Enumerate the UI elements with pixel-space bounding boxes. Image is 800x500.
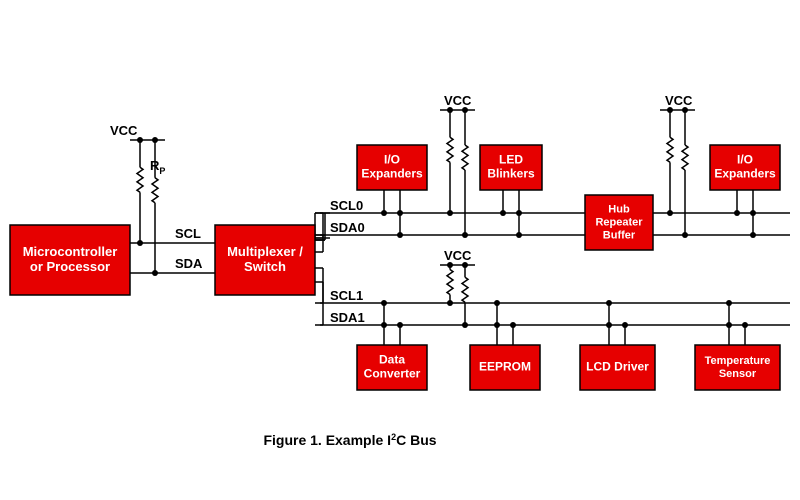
label-vcc4: VCC xyxy=(444,248,472,263)
block-data: DataConverter xyxy=(357,345,427,390)
label-scl: SCL xyxy=(175,226,201,241)
svg-text:Multiplexer /: Multiplexer / xyxy=(227,244,303,259)
label-sda0: SDA0 xyxy=(330,220,365,235)
svg-text:Data: Data xyxy=(379,353,405,367)
block-led: LEDBlinkers xyxy=(480,145,542,190)
svg-text:Repeater: Repeater xyxy=(595,216,643,228)
block-io2: I/OExpanders xyxy=(710,145,780,190)
block-hub: HubRepeaterBuffer xyxy=(585,195,653,250)
label-vcc3: VCC xyxy=(665,93,693,108)
i2c-bus-diagram: Microcontrolleror Processor Multiplexer /… xyxy=(0,0,800,500)
label-vcc1: VCC xyxy=(110,123,138,138)
svg-text:I/O: I/O xyxy=(384,153,400,167)
svg-text:Temperature: Temperature xyxy=(705,355,771,367)
svg-text:Microcontroller: Microcontroller xyxy=(23,244,118,259)
block-mcu: Microcontrolleror Processor xyxy=(10,225,130,295)
label-vcc2: VCC xyxy=(444,93,472,108)
svg-text:Buffer: Buffer xyxy=(603,229,636,241)
svg-text:EEPROM: EEPROM xyxy=(479,360,531,374)
svg-text:Sensor: Sensor xyxy=(719,368,757,380)
svg-text:Expanders: Expanders xyxy=(361,167,423,181)
label-sda1: SDA1 xyxy=(330,310,365,325)
figure-caption: Figure 1. Example I2C Bus xyxy=(263,432,436,448)
svg-text:I/O: I/O xyxy=(737,153,753,167)
block-temp: TemperatureSensor xyxy=(695,345,780,390)
block-mux: Multiplexer /Switch xyxy=(215,225,315,295)
block-lcd: LCD Driver xyxy=(580,345,655,390)
svg-text:Hub: Hub xyxy=(608,203,630,215)
label-rp: RP xyxy=(150,158,165,176)
svg-text:Converter: Converter xyxy=(364,367,421,381)
svg-text:Expanders: Expanders xyxy=(714,167,776,181)
svg-text:Blinkers: Blinkers xyxy=(487,167,535,181)
label-scl1: SCL1 xyxy=(330,288,363,303)
svg-text:LED: LED xyxy=(499,153,523,167)
block-io1: I/OExpanders xyxy=(357,145,427,190)
svg-text:Switch: Switch xyxy=(244,259,286,274)
svg-text:or Processor: or Processor xyxy=(30,259,110,274)
svg-text:LCD Driver: LCD Driver xyxy=(586,360,649,374)
label-sda: SDA xyxy=(175,256,203,271)
block-eeprom: EEPROM xyxy=(470,345,540,390)
label-scl0: SCL0 xyxy=(330,198,363,213)
